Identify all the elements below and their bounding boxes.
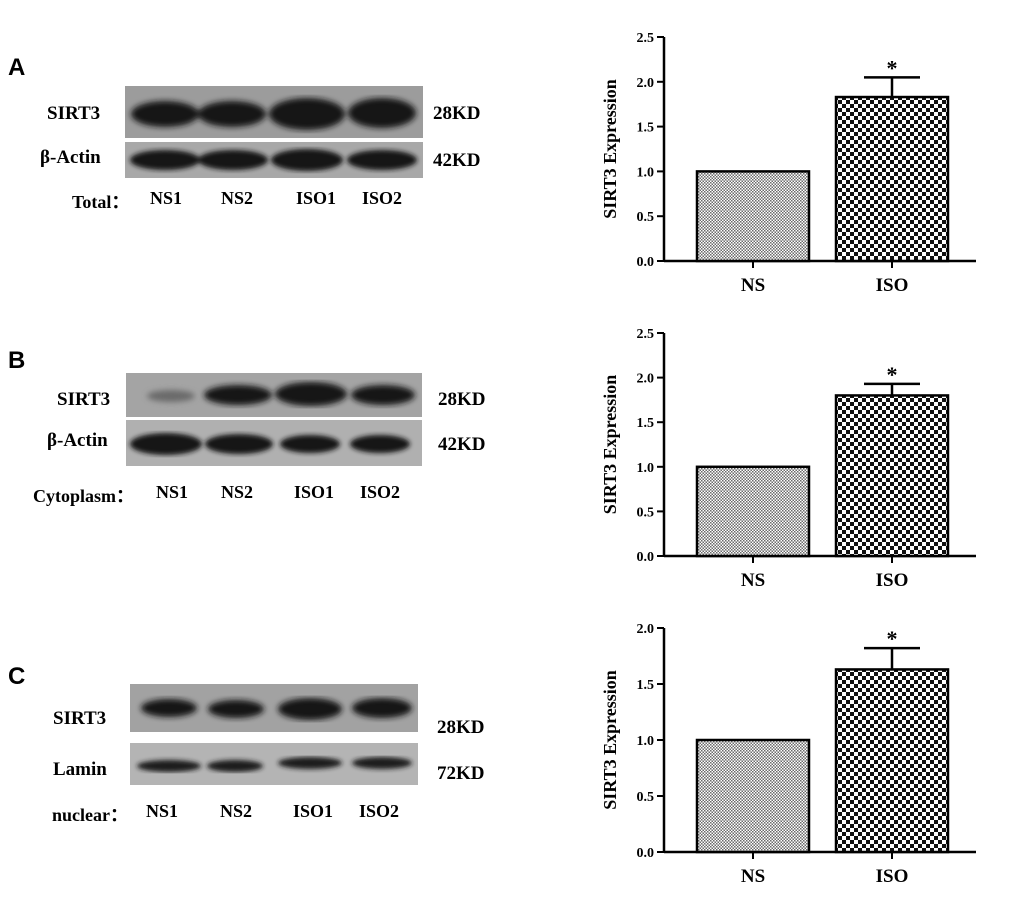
chart-c-bar-iso <box>834 668 950 854</box>
blot-c-target-label: SIRT3 <box>53 708 107 729</box>
blot-a-target-kd: 28KD <box>433 103 481 124</box>
blot-a-lane-1: NS1 <box>150 188 183 208</box>
chart-c-ytick-label-1: 0.5 <box>637 790 655 805</box>
chart-a-ylabel: SIRT3 Expression <box>600 79 620 219</box>
blot-c-control-label: Lamin <box>53 759 107 780</box>
chart-c-ylabel: SIRT3 Expression <box>600 670 620 810</box>
blot-a-target-label: SIRT3 <box>47 103 101 124</box>
blot-c-lane-2: NS2 <box>220 801 253 821</box>
chart-b-ytick-label-4: 2.0 <box>637 372 655 387</box>
blot-a-fraction-label: Total： <box>72 192 130 212</box>
chart-a-xtick-label-ns: NS <box>741 275 765 296</box>
panel-letter-c: C <box>8 663 26 690</box>
chart-b-ytick-label-2: 1.0 <box>637 461 655 476</box>
chart-a-bar-iso <box>834 95 950 263</box>
chart-c-significance-iso: * <box>887 626 898 651</box>
chart-c-bar-ns <box>695 738 811 854</box>
blot-b-lane-2: NS2 <box>221 482 254 502</box>
chart-a-ytick-label-1: 0.5 <box>637 210 655 225</box>
chart-a-significance-iso: * <box>887 55 898 80</box>
chart-c-ytick-label-4: 2.0 <box>637 622 655 637</box>
blot-a-target-strip <box>125 86 423 138</box>
chart-b-significance-iso: * <box>887 362 898 387</box>
blot-c-lane-row: nuclear： NS1 NS2 ISO1 ISO2 <box>0 801 440 825</box>
blot-a-lane-4: ISO2 <box>362 188 403 208</box>
blot-b-target-strip <box>126 373 422 417</box>
blot-c-control-kd: 72KD <box>437 763 485 784</box>
chart-c-xtick-label-ns: NS <box>741 866 765 887</box>
chart-b-bar-ns <box>695 465 811 558</box>
blot-a-control-strip <box>125 142 423 178</box>
chart-a-ytick-label-5: 2.5 <box>637 31 655 46</box>
chart-a-xtick-label-iso: ISO <box>876 275 909 296</box>
blot-b-lane-4: ISO2 <box>360 482 401 502</box>
blot-c-lane-1: NS1 <box>146 801 179 821</box>
chart-b-bar-iso <box>834 394 950 558</box>
blot-c-control-strip <box>130 743 418 785</box>
blot-a-lane-2: NS2 <box>221 188 254 208</box>
chart-b-ytick-label-3: 1.5 <box>637 416 655 431</box>
chart-b-ytick-label-0: 0.0 <box>637 550 655 565</box>
blot-c-target-strip <box>130 684 418 732</box>
chart-a-ytick-label-3: 1.5 <box>637 121 655 136</box>
chart-c-xtick-label-iso: ISO <box>876 866 909 887</box>
chart-a-ytick-label-2: 1.0 <box>637 165 655 180</box>
blot-b-target-kd: 28KD <box>438 389 486 410</box>
panel-letter-a: A <box>8 54 26 81</box>
blot-c-lane-3: ISO1 <box>293 801 334 821</box>
chart-b-xtick-label-ns: NS <box>741 570 765 591</box>
chart-b-ytick-label-1: 0.5 <box>637 505 655 520</box>
blot-a-lane-row: Total： NS1 NS2 ISO1 ISO2 <box>0 188 440 212</box>
blot-a-lane-3: ISO1 <box>296 188 337 208</box>
chart-b-ytick-label-5: 2.5 <box>637 327 655 342</box>
blot-a-control-kd: 42KD <box>433 150 481 171</box>
bar-chart-a: 0.0 0.5 1.0 1.5 2.0 2.5 SIRT3 Expression NS ISO * <box>600 31 976 296</box>
chart-c-ytick-label-0: 0.0 <box>637 846 655 861</box>
blot-b-lane-3: ISO1 <box>294 482 335 502</box>
bar-chart-b: 0.0 0.5 1.0 1.5 2.0 2.5 SIRT3 Expression NS ISO * <box>600 327 976 591</box>
blot-a-control-label: β-Actin <box>40 147 101 168</box>
chart-b-xtick-label-iso: ISO <box>876 570 909 591</box>
blot-b-target-label: SIRT3 <box>57 389 111 410</box>
panel-letter-b: B <box>8 347 26 374</box>
bar-chart-c: 0.0 0.5 1.0 1.5 2.0 SIRT3 Expression NS ISO * <box>600 622 976 887</box>
blot-c-target-kd: 28KD <box>437 717 485 738</box>
blot-c-lane-4: ISO2 <box>359 801 400 821</box>
blot-b-control-label: β-Actin <box>47 430 108 451</box>
chart-a-ytick-label-4: 2.0 <box>637 76 655 91</box>
chart-a-ytick-label-0: 0.0 <box>637 255 655 270</box>
blot-c-fraction-label: nuclear： <box>52 805 128 825</box>
chart-c-ytick-label-3: 1.5 <box>637 678 655 693</box>
blot-b-lane-1: NS1 <box>156 482 189 502</box>
blot-b-lane-row: Cytoplasm： NS1 NS2 ISO1 ISO2 <box>0 482 440 506</box>
blot-b-control-kd: 42KD <box>438 434 486 455</box>
chart-c-ytick-label-2: 1.0 <box>637 734 655 749</box>
chart-a-bar-ns <box>695 170 811 263</box>
blot-b-fraction-label: Cytoplasm： <box>33 486 135 506</box>
chart-b-ylabel: SIRT3 Expression <box>600 375 620 515</box>
blot-b-control-strip <box>126 420 422 466</box>
